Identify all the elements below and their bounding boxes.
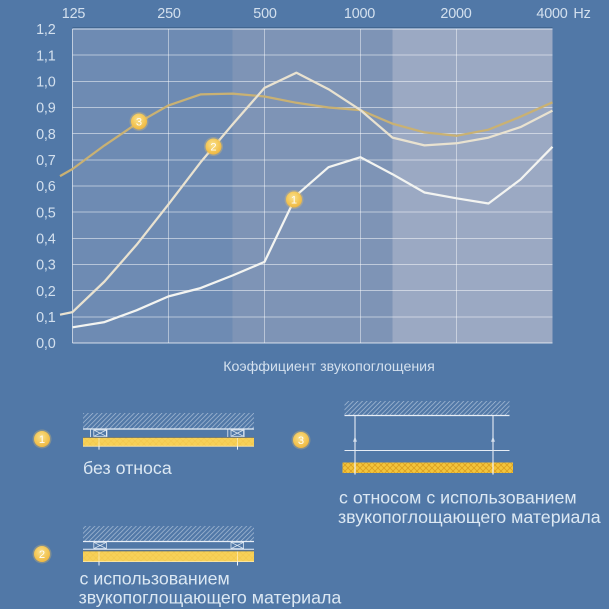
svg-text:с относом с использованием: с относом с использованием [339,488,577,508]
svg-text:0,3: 0,3 [36,258,56,274]
svg-text:Hz: Hz [573,6,590,22]
svg-text:2: 2 [39,549,45,561]
svg-text:250: 250 [157,6,181,22]
svg-text:без относа: без относа [83,458,172,478]
svg-text:0,6: 0,6 [36,179,56,195]
svg-text:2000: 2000 [440,6,471,22]
svg-text:0,0: 0,0 [36,336,56,352]
svg-text:1,0: 1,0 [36,74,56,90]
svg-text:звукопоглощающего материала: звукопоглощающего материала [79,588,342,608]
svg-text:0,8: 0,8 [36,127,56,143]
svg-text:0,7: 0,7 [36,153,56,169]
svg-text:1: 1 [291,195,297,207]
svg-text:2: 2 [210,142,216,154]
svg-text:0,4: 0,4 [36,231,56,247]
svg-text:0,2: 0,2 [36,284,56,300]
svg-text:1000: 1000 [344,6,375,22]
svg-text:125: 125 [62,6,86,22]
svg-text:4000: 4000 [536,6,567,22]
svg-text:500: 500 [253,6,277,22]
svg-text:1: 1 [39,434,45,446]
svg-text:1,2: 1,2 [36,22,56,38]
svg-text:3: 3 [298,435,304,447]
svg-text:3: 3 [136,117,142,129]
svg-text:0,1: 0,1 [36,310,56,326]
svg-text:Коэффициент звукопоглощения: Коэффициент звукопоглощения [223,359,435,375]
svg-text:0,5: 0,5 [36,205,56,221]
svg-text:1,1: 1,1 [36,48,56,64]
svg-text:0,9: 0,9 [36,101,56,117]
svg-text:звукопоглощающего материала: звукопоглощающего материала [338,507,601,527]
svg-text:с использованием: с использованием [80,569,230,589]
